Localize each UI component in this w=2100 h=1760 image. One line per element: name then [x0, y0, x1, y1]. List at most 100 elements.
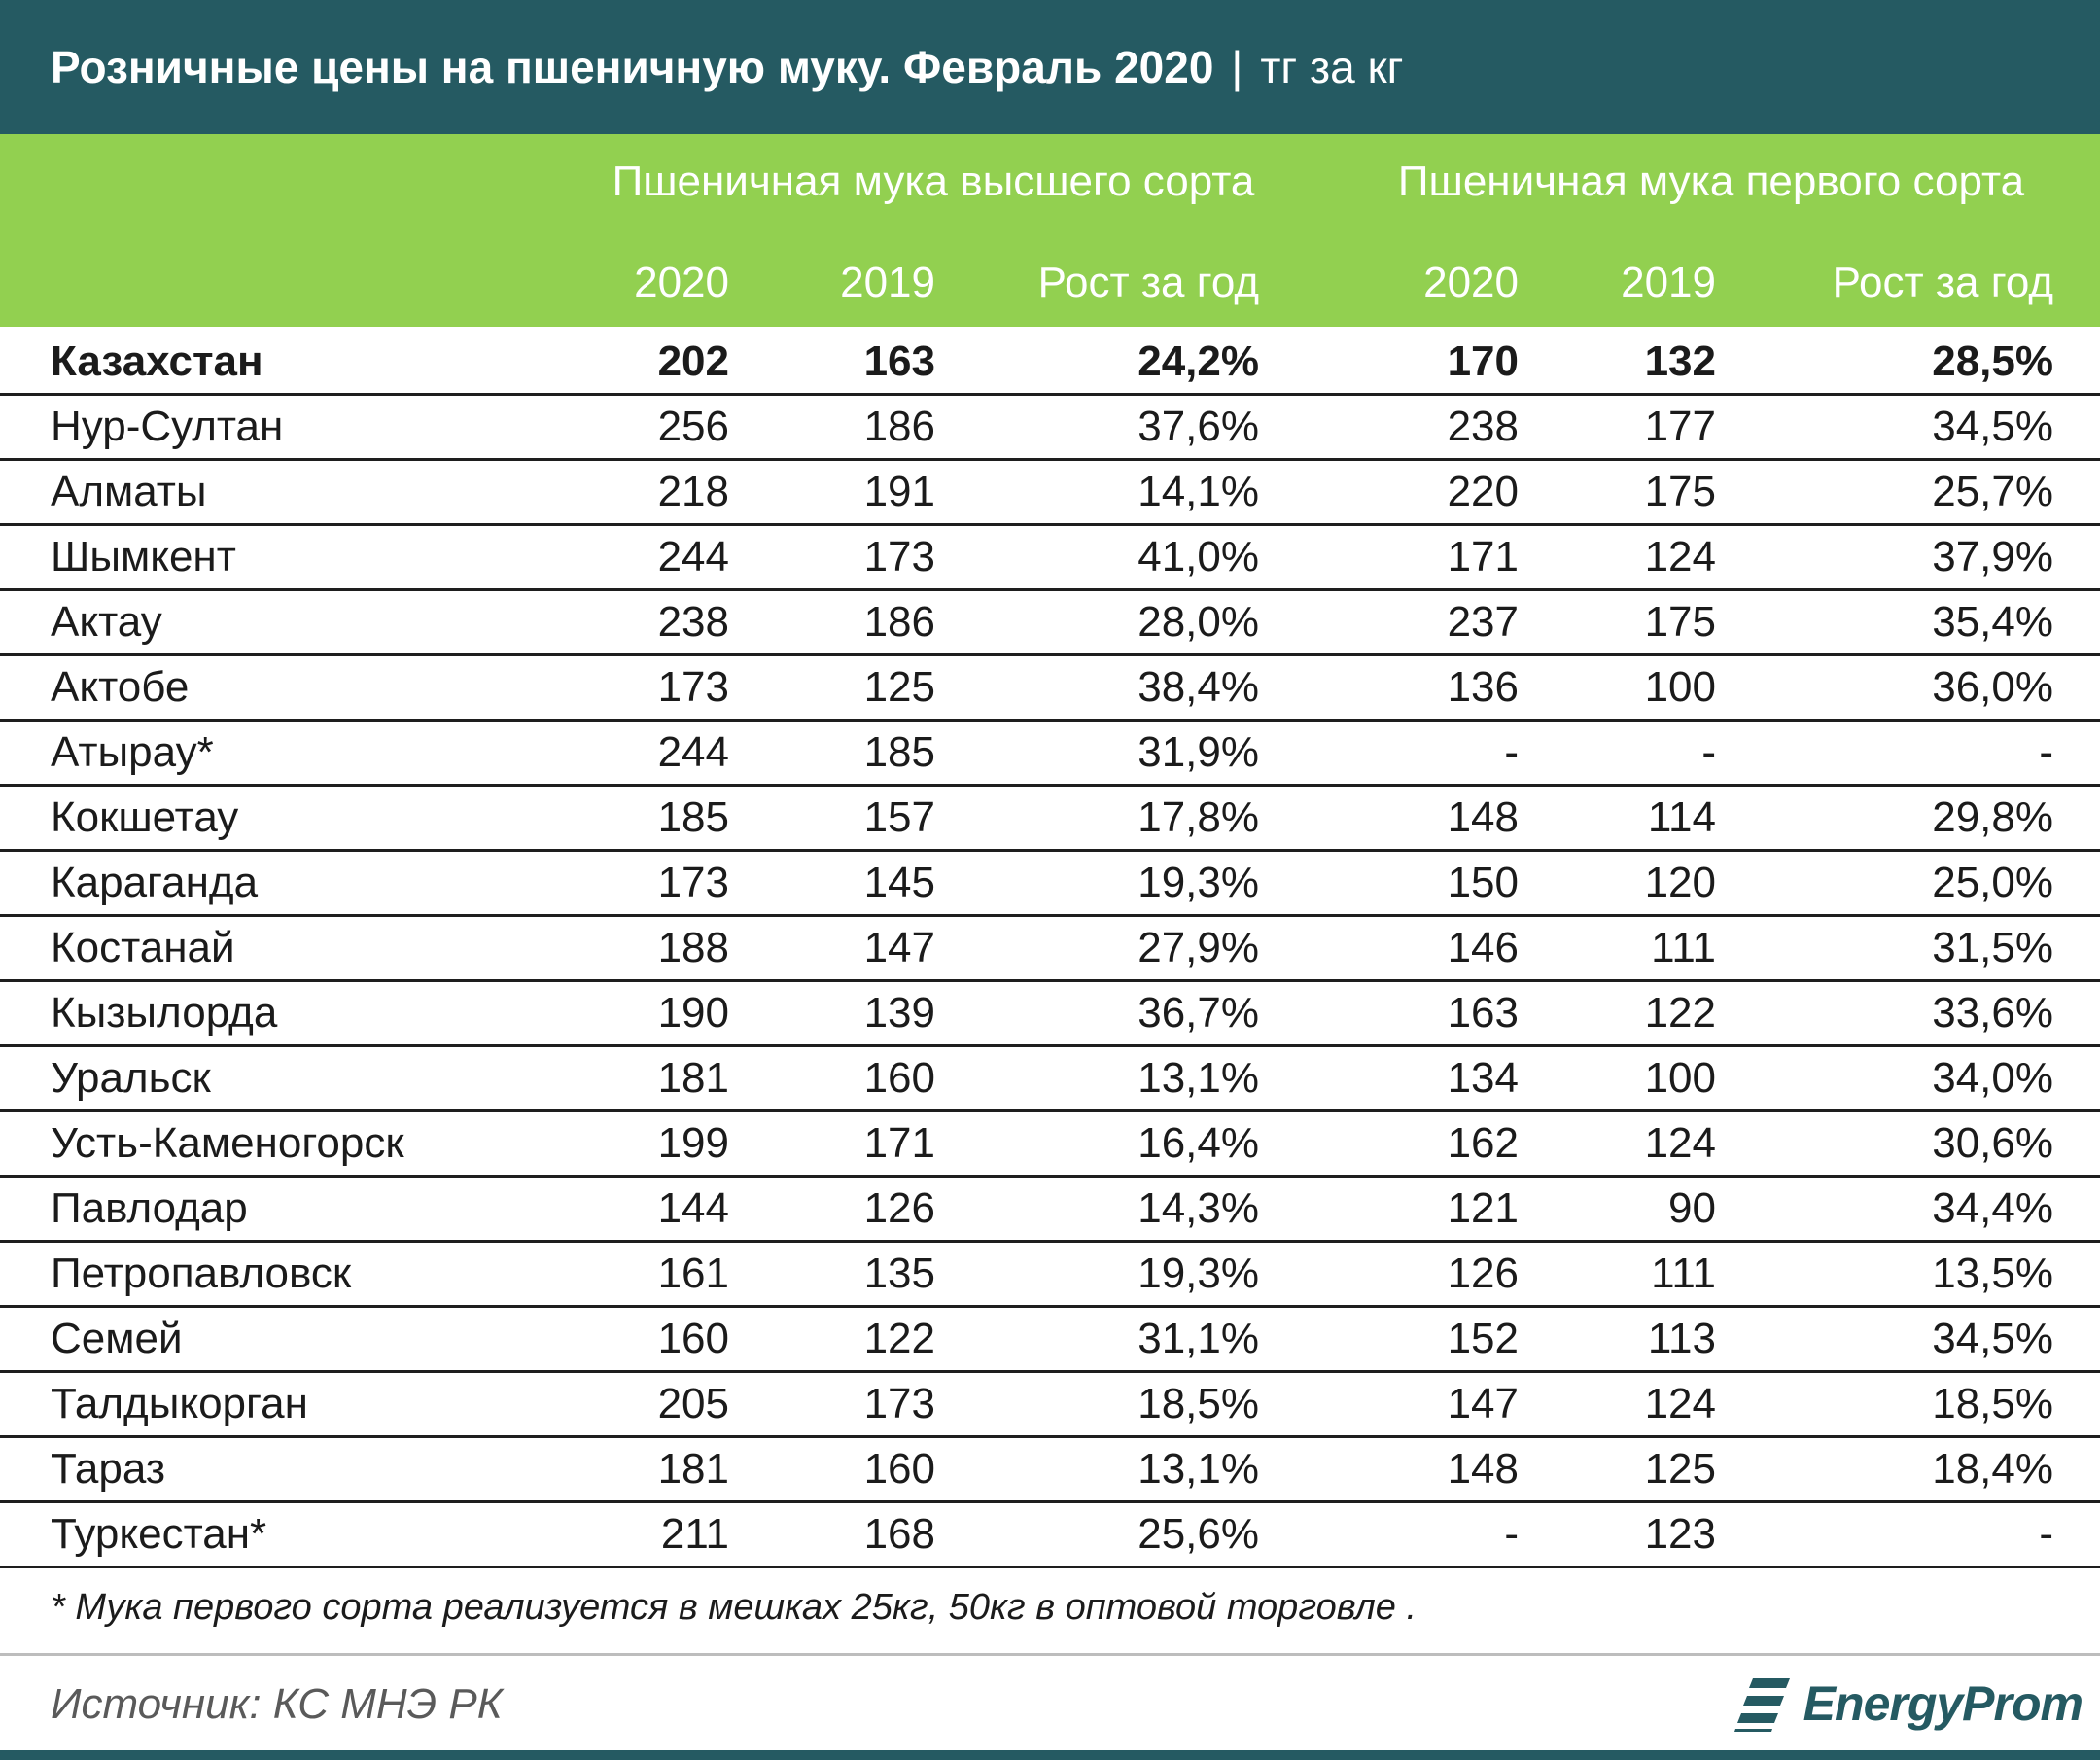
- cell-value: 100: [1519, 1045, 1716, 1112]
- cell-value: 185: [583, 785, 729, 852]
- column-header-2020: 2020: [634, 259, 729, 306]
- region-name: Семей: [0, 1306, 583, 1373]
- cell-value: 186: [729, 589, 935, 656]
- table-row: Атырау* 244 185 31,9% - - -: [0, 720, 2100, 787]
- cell-value: 147: [1259, 1371, 1519, 1438]
- region-name: Кызылорда: [0, 980, 583, 1047]
- cell-value: 238: [1259, 394, 1519, 461]
- cell-value: 113: [1519, 1306, 1716, 1373]
- row-padding: [2053, 1371, 2100, 1438]
- cell-value: 18,4%: [1716, 1436, 2053, 1503]
- column-header-2019: 2019: [840, 259, 935, 306]
- cell-value: 125: [729, 654, 935, 722]
- row-padding: [2053, 654, 2100, 722]
- cell-value: 29,8%: [1716, 785, 2053, 852]
- group-header-first-grade: Пшеничная мука первого сорта: [1397, 158, 2025, 205]
- cell-value: 145: [729, 850, 935, 917]
- cell-value: 157: [729, 785, 935, 852]
- table-row: Талдыкорган 205 173 18,5% 147 124 18,5%: [0, 1371, 2100, 1438]
- cell-value: 168: [729, 1501, 935, 1568]
- region-name: Уральск: [0, 1045, 583, 1112]
- bottom-bar: [0, 1750, 2100, 1760]
- cell-value: 41,0%: [935, 524, 1259, 591]
- unit-label: тг за кг: [1260, 42, 1404, 92]
- cell-value: 90: [1519, 1176, 1716, 1243]
- cell-value: 150: [1259, 850, 1519, 917]
- row-padding: [2053, 524, 2100, 591]
- cell-value: 186: [729, 394, 935, 461]
- region-name: Алматы: [0, 459, 583, 526]
- cell-value: 17,8%: [935, 785, 1259, 852]
- divider: [0, 1653, 2100, 1656]
- cell-value: 160: [729, 1436, 935, 1503]
- cell-value: 36,7%: [935, 980, 1259, 1047]
- table-title: Розничные цены на пшеничную муку. Феврал…: [51, 42, 1214, 92]
- cell-value: 147: [729, 915, 935, 982]
- cell-value: 173: [583, 850, 729, 917]
- energyprom-logo: EnergyProm: [1733, 1665, 2083, 1742]
- cell-value: 148: [1259, 1436, 1519, 1503]
- cell-value: 31,1%: [935, 1306, 1259, 1373]
- region-name: Павлодар: [0, 1176, 583, 1243]
- column-header-2020: 2020: [1423, 259, 1519, 306]
- region-name: Талдыкорган: [0, 1371, 583, 1438]
- cell-value: 126: [1259, 1241, 1519, 1308]
- cell-value: 160: [729, 1045, 935, 1112]
- cell-value: 181: [583, 1436, 729, 1503]
- row-padding: [2053, 1045, 2100, 1112]
- logo-text: EnergyProm: [1802, 1676, 2083, 1731]
- region-name: Кокшетау: [0, 785, 583, 852]
- row-padding: [2053, 459, 2100, 526]
- cell-value: 171: [1259, 524, 1519, 591]
- cell-value: 211: [583, 1501, 729, 1568]
- cell-value: 123: [1519, 1501, 1716, 1568]
- cell-value: 160: [583, 1306, 729, 1373]
- region-name: Туркестан*: [0, 1501, 583, 1568]
- table-row: Караганда 173 145 19,3% 150 120 25,0%: [0, 850, 2100, 917]
- cell-value: 24,2%: [935, 331, 1259, 396]
- cell-value: 121: [1259, 1176, 1519, 1243]
- cell-value: 173: [583, 654, 729, 722]
- cell-value: 120: [1519, 850, 1716, 917]
- table-row: Павлодар 144 126 14,3% 121 90 34,4%: [0, 1176, 2100, 1243]
- table-row: Кызылорда 190 139 36,7% 163 122 33,6%: [0, 980, 2100, 1047]
- cell-value: 173: [729, 524, 935, 591]
- table-row: Актау 238 186 28,0% 237 175 35,4%: [0, 589, 2100, 656]
- cell-value: 175: [1519, 589, 1716, 656]
- cell-value: 171: [729, 1110, 935, 1178]
- table-row: Туркестан* 211 168 25,6% -123-: [0, 1501, 2100, 1568]
- region-name: Петропавловск: [0, 1241, 583, 1308]
- cell-value: 19,3%: [935, 1241, 1259, 1308]
- cell-value: 170: [1259, 331, 1519, 396]
- cell-value: 161: [583, 1241, 729, 1308]
- row-padding: [2053, 850, 2100, 917]
- cell-value: 191: [729, 459, 935, 526]
- cell-value: 114: [1519, 785, 1716, 852]
- cell-value: 34,0%: [1716, 1045, 2053, 1112]
- group-header-premium: Пшеничная мука высшего сорта: [612, 158, 1255, 205]
- cell-value: 34,5%: [1716, 394, 2053, 461]
- cell-value: 181: [583, 1045, 729, 1112]
- cell-value: 185: [729, 720, 935, 787]
- cell-value: 220: [1259, 459, 1519, 526]
- cell-value: 18,5%: [1716, 1371, 2053, 1438]
- cell-value: 122: [729, 1306, 935, 1373]
- cell-value: 256: [583, 394, 729, 461]
- row-padding: [2053, 331, 2100, 396]
- table-row: Тараз 181 160 13,1% 148 125 18,4%: [0, 1436, 2100, 1503]
- cell-value: 175: [1519, 459, 1716, 526]
- table-row: Уральск 181 160 13,1% 134 100 34,0%: [0, 1045, 2100, 1112]
- logo-mark-icon: [1733, 1678, 1790, 1732]
- row-padding: [2053, 1176, 2100, 1243]
- row-padding: [2053, 394, 2100, 461]
- cell-value: 122: [1519, 980, 1716, 1047]
- title-bar: Розничные цены на пшеничную муку. Феврал…: [0, 0, 2100, 134]
- region-name: Нур-Султан: [0, 394, 583, 461]
- cell-value: 244: [583, 720, 729, 787]
- table-row: Костанай 188 147 27,9% 146 111 31,5%: [0, 915, 2100, 982]
- cell-value: -: [1716, 1501, 2053, 1568]
- cell-value: 202: [583, 331, 729, 396]
- cell-value: 132: [1519, 331, 1716, 396]
- cell-value: 38,4%: [935, 654, 1259, 722]
- table-row: Казахстан 202 163 24,2% 170 132 28,5%: [0, 331, 2100, 396]
